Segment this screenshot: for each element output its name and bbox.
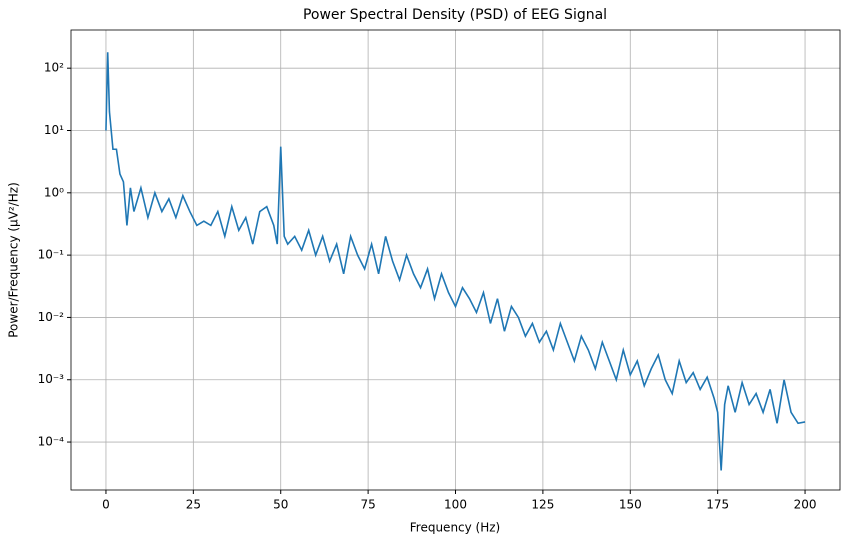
plot-frame — [70, 29, 841, 491]
x-tick-label: 175 — [706, 498, 729, 512]
y-tick-label: 10⁻³ — [38, 372, 65, 386]
x-tick-label: 0 — [102, 498, 110, 512]
series-line — [105, 52, 806, 471]
x-tick-label: 75 — [360, 498, 375, 512]
x-tick-label: 50 — [273, 498, 288, 512]
y-axis-label: Power/Frequency (µV²/Hz) — [7, 182, 21, 338]
y-tick-label: 10⁻² — [38, 310, 65, 324]
x-tick-label: 125 — [531, 498, 554, 512]
x-tick-label: 100 — [444, 498, 467, 512]
y-tick-label: 10¹ — [44, 123, 64, 137]
y-tick-label: 10⁰ — [44, 185, 64, 199]
chart-title: Power Spectral Density (PSD) of EEG Sign… — [303, 7, 607, 23]
y-tick-label: 10⁻⁴ — [38, 435, 65, 449]
x-tick-label: 150 — [619, 498, 642, 512]
x-tick-label: 200 — [794, 498, 817, 512]
y-tick-label: 10⁻¹ — [38, 248, 65, 262]
x-tick-label: 25 — [186, 498, 201, 512]
x-axis-label: Frequency (Hz) — [410, 521, 501, 535]
y-tick-label: 10² — [44, 61, 64, 75]
